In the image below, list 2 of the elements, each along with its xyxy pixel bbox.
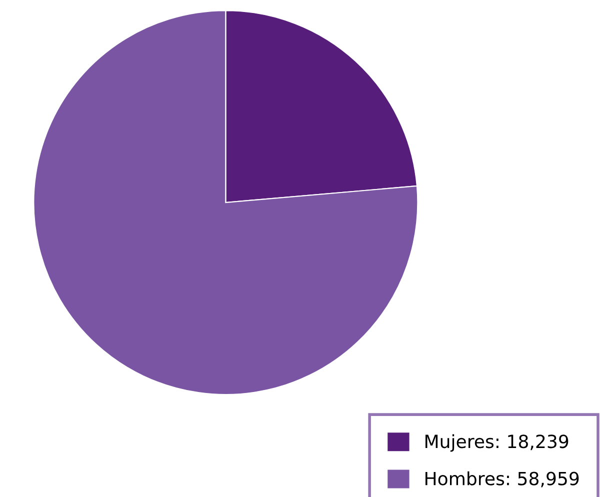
legend-label: Mujeres: 18,239 [426, 434, 568, 452]
legend-label: Hombres: 58,959 [426, 471, 579, 488]
